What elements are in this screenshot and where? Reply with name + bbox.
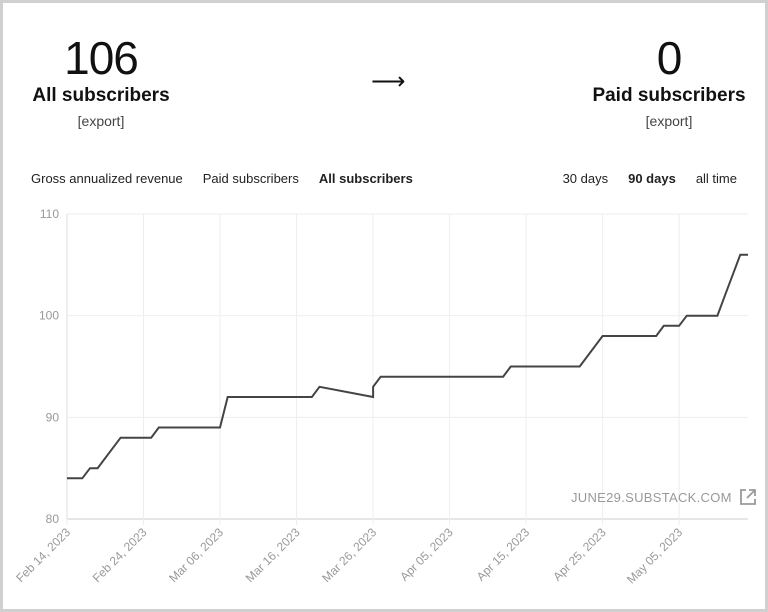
paid-subscribers-label: Paid subscribers [592,85,746,106]
paid-subscribers-export-link[interactable]: [export] [645,113,693,129]
paid-subscribers-count: 0 [656,32,683,84]
tab-paid-subscribers[interactable]: Paid subscribers [202,171,299,186]
x-tick-label: Feb 24, 2023 [90,525,150,585]
x-axis-ticks: Feb 14, 2023 Feb 24, 2023 Mar 06, 2023 Mar … [13,525,685,587]
y-tick-label: 90 [46,410,60,424]
metric-tabs: Gross annualized revenue Paid subscriber… [31,171,413,186]
external-link-icon [739,489,756,505]
y-tick-label: 80 [46,512,60,526]
all-subscribers-stat: 106 All subscribers [export] [21,35,181,129]
series-line [67,253,748,480]
subscribers-line-chart: 80 90 100 110 Feb 14, 2023 Feb 24, 2023 Mar 0… [13,207,748,587]
chart-grid [66,213,748,525]
arrow-icon: ⟶ [371,68,406,95]
x-tick-label: Apr 15, 2023 [474,525,533,584]
range-tabs: 30 days 90 days all time [563,171,737,186]
x-tick-label: May 05, 2023 [624,525,686,587]
publication-watermark[interactable]: JUNE29.SUBSTACK.COM [571,487,758,507]
y-tick-label: 110 [40,207,59,221]
paid-subscribers-stat: 0 Paid subscribers [export] [589,35,749,129]
y-axis-ticks: 80 90 100 110 [39,207,59,526]
tab-30-days[interactable]: 30 days [562,171,609,186]
x-tick-label: Mar 16, 2023 [243,525,303,585]
x-tick-label: Apr 05, 2023 [397,525,456,584]
x-tick-label: Mar 26, 2023 [319,525,379,585]
all-subscribers-label: All subscribers [32,85,170,106]
all-subscribers-count: 106 [64,32,139,84]
y-tick-label: 100 [39,309,59,323]
watermark-text: JUNE29.SUBSTACK.COM [571,489,732,505]
tab-all-subscribers[interactable]: All subscribers [318,171,413,186]
all-subscribers-export-link[interactable]: [export] [77,113,125,129]
x-tick-label: Mar 06, 2023 [166,525,226,585]
x-tick-label: Apr 25, 2023 [550,525,609,584]
tab-90-days[interactable]: 90 days [628,171,676,186]
x-tick-label: Feb 14, 2023 [13,525,73,585]
tab-gross-annualized-revenue[interactable]: Gross annualized revenue [31,171,183,186]
tab-all-time[interactable]: all time [695,171,737,186]
